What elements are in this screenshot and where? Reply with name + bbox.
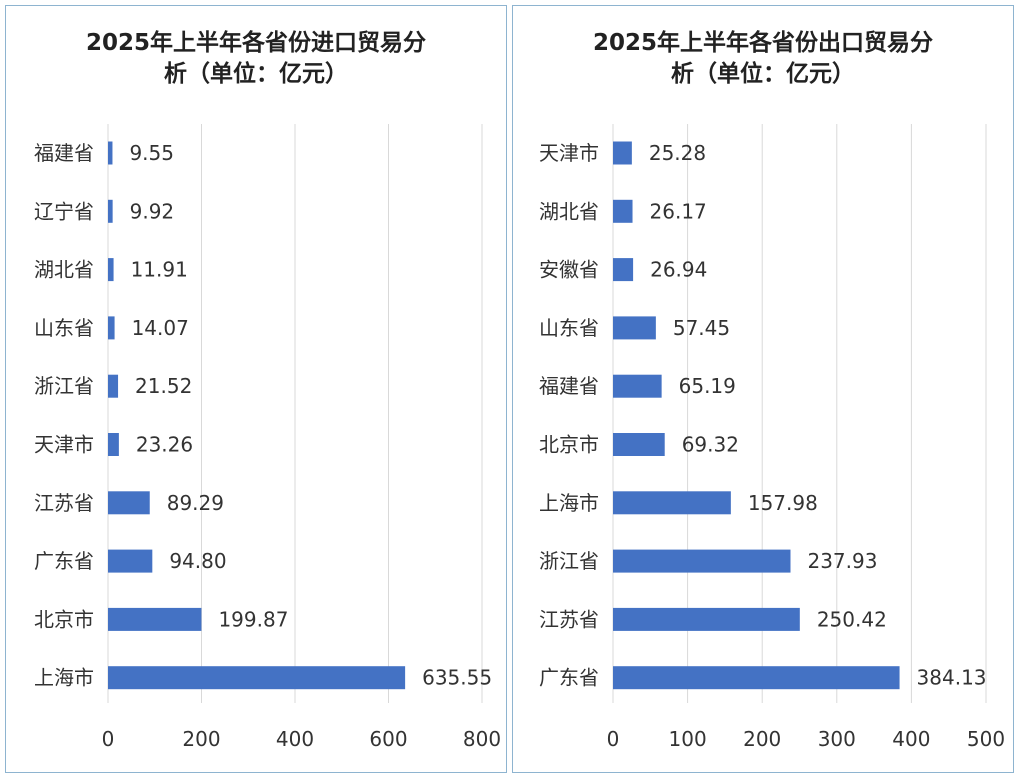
import-category-label: 天津市 xyxy=(34,433,94,457)
export-bar xyxy=(613,607,800,631)
import-bar xyxy=(108,433,119,456)
import-category-label: 山东省 xyxy=(34,316,94,340)
import-value-label: 14.07 xyxy=(132,316,189,340)
import-value-label: 199.87 xyxy=(218,607,288,631)
export-chart-title: 2025年上半年各省份出口贸易分 析（单位：亿元） xyxy=(513,28,1013,90)
import-bar xyxy=(108,607,202,631)
import-bar xyxy=(108,199,113,223)
import-x-tick-label: 200 xyxy=(182,727,220,751)
import-chart-title-line-2: 析（单位：亿元） xyxy=(164,61,348,87)
export-x-tick-label: 500 xyxy=(967,727,1005,751)
import-category-label: 辽宁省 xyxy=(34,199,94,223)
import-x-tick-label: 800 xyxy=(463,727,501,751)
export-x-tick-label: 200 xyxy=(743,727,781,751)
import-value-label: 89.29 xyxy=(167,491,224,515)
import-value-label: 9.92 xyxy=(130,199,175,223)
export-value-label: 69.32 xyxy=(682,433,739,457)
import-value-label: 9.55 xyxy=(129,141,174,165)
import-category-label: 湖北省 xyxy=(34,258,94,282)
export-category-label: 福建省 xyxy=(539,374,599,398)
export-bar xyxy=(613,491,731,515)
export-value-label: 384.13 xyxy=(917,666,987,690)
export-value-label: 237.93 xyxy=(807,549,877,573)
import-category-label: 浙江省 xyxy=(34,374,94,398)
export-category-label: 天津市 xyxy=(539,141,599,165)
export-value-label: 26.94 xyxy=(650,258,707,282)
export-bar xyxy=(613,199,633,223)
export-chart-title-line-2: 析（单位：亿元） xyxy=(671,61,855,87)
export-chart-title-line-1: 2025年上半年各省份出口贸易分 xyxy=(592,30,933,56)
import-value-label: 94.80 xyxy=(169,549,226,573)
import-x-tick-label: 0 xyxy=(102,727,115,751)
import-bar xyxy=(108,491,150,515)
export-bar xyxy=(613,433,665,456)
export-value-label: 250.42 xyxy=(817,607,887,631)
export-bar xyxy=(613,666,900,690)
import-bar xyxy=(108,258,114,282)
export-x-tick-label: 400 xyxy=(892,727,930,751)
export-category-label: 北京市 xyxy=(539,433,599,457)
export-category-label: 湖北省 xyxy=(539,199,599,223)
import-x-tick-label: 600 xyxy=(369,727,407,751)
export-bar xyxy=(613,549,791,573)
import-bar xyxy=(108,374,119,398)
import-chart-title: 2025年上半年各省份进口贸易分 析（单位：亿元） xyxy=(6,28,506,90)
export-category-label: 上海市 xyxy=(539,491,599,515)
export-x-tick-label: 300 xyxy=(818,727,856,751)
export-category-label: 广东省 xyxy=(539,666,599,690)
import-value-label: 635.55 xyxy=(422,666,492,690)
import-chart-panel: 2025年上半年各省份进口贸易分 析（单位：亿元） 0 200 400 600 800 福… xyxy=(5,5,507,773)
export-x-tick-label: 0 xyxy=(607,727,620,751)
import-chart-plot: 0 200 400 600 800 福建省 9.55 辽宁省 9.92 湖北省 11.91 山东省 14… xyxy=(34,124,501,751)
import-value-label: 21.52 xyxy=(135,374,192,398)
import-x-tick-label: 400 xyxy=(276,727,314,751)
import-bar xyxy=(108,666,406,690)
export-chart-plot: 0 100 200 300 400 500 天津市 25.28 湖北省 26.17 安徽省 26.94… xyxy=(539,124,1005,751)
import-value-label: 11.91 xyxy=(131,258,188,282)
export-value-label: 25.28 xyxy=(649,141,706,165)
import-chart-title-line-1: 2025年上半年各省份进口贸易分 xyxy=(85,30,426,56)
import-bar xyxy=(108,316,115,340)
export-category-label: 浙江省 xyxy=(539,549,599,573)
export-value-label: 57.45 xyxy=(673,316,730,340)
export-category-label: 江苏省 xyxy=(539,607,599,631)
export-category-label: 山东省 xyxy=(539,316,599,340)
import-category-label: 北京市 xyxy=(34,607,94,631)
export-bar xyxy=(613,141,632,165)
import-category-label: 福建省 xyxy=(34,141,94,165)
export-bar xyxy=(613,374,662,398)
export-value-label: 65.19 xyxy=(679,374,736,398)
import-value-label: 23.26 xyxy=(136,433,193,457)
export-category-label: 安徽省 xyxy=(539,258,599,282)
export-value-label: 26.17 xyxy=(650,199,707,223)
import-bar xyxy=(108,141,113,165)
export-x-tick-label: 100 xyxy=(669,727,707,751)
export-value-label: 157.98 xyxy=(748,491,818,515)
import-category-label: 广东省 xyxy=(34,549,94,573)
import-bar xyxy=(108,549,153,573)
export-chart-panel: 2025年上半年各省份出口贸易分 析（单位：亿元） 0 100 200 300 400 5… xyxy=(512,5,1014,773)
import-category-label: 江苏省 xyxy=(34,491,94,515)
export-bar xyxy=(613,316,656,340)
import-category-label: 上海市 xyxy=(34,666,94,690)
export-bar xyxy=(613,258,634,282)
